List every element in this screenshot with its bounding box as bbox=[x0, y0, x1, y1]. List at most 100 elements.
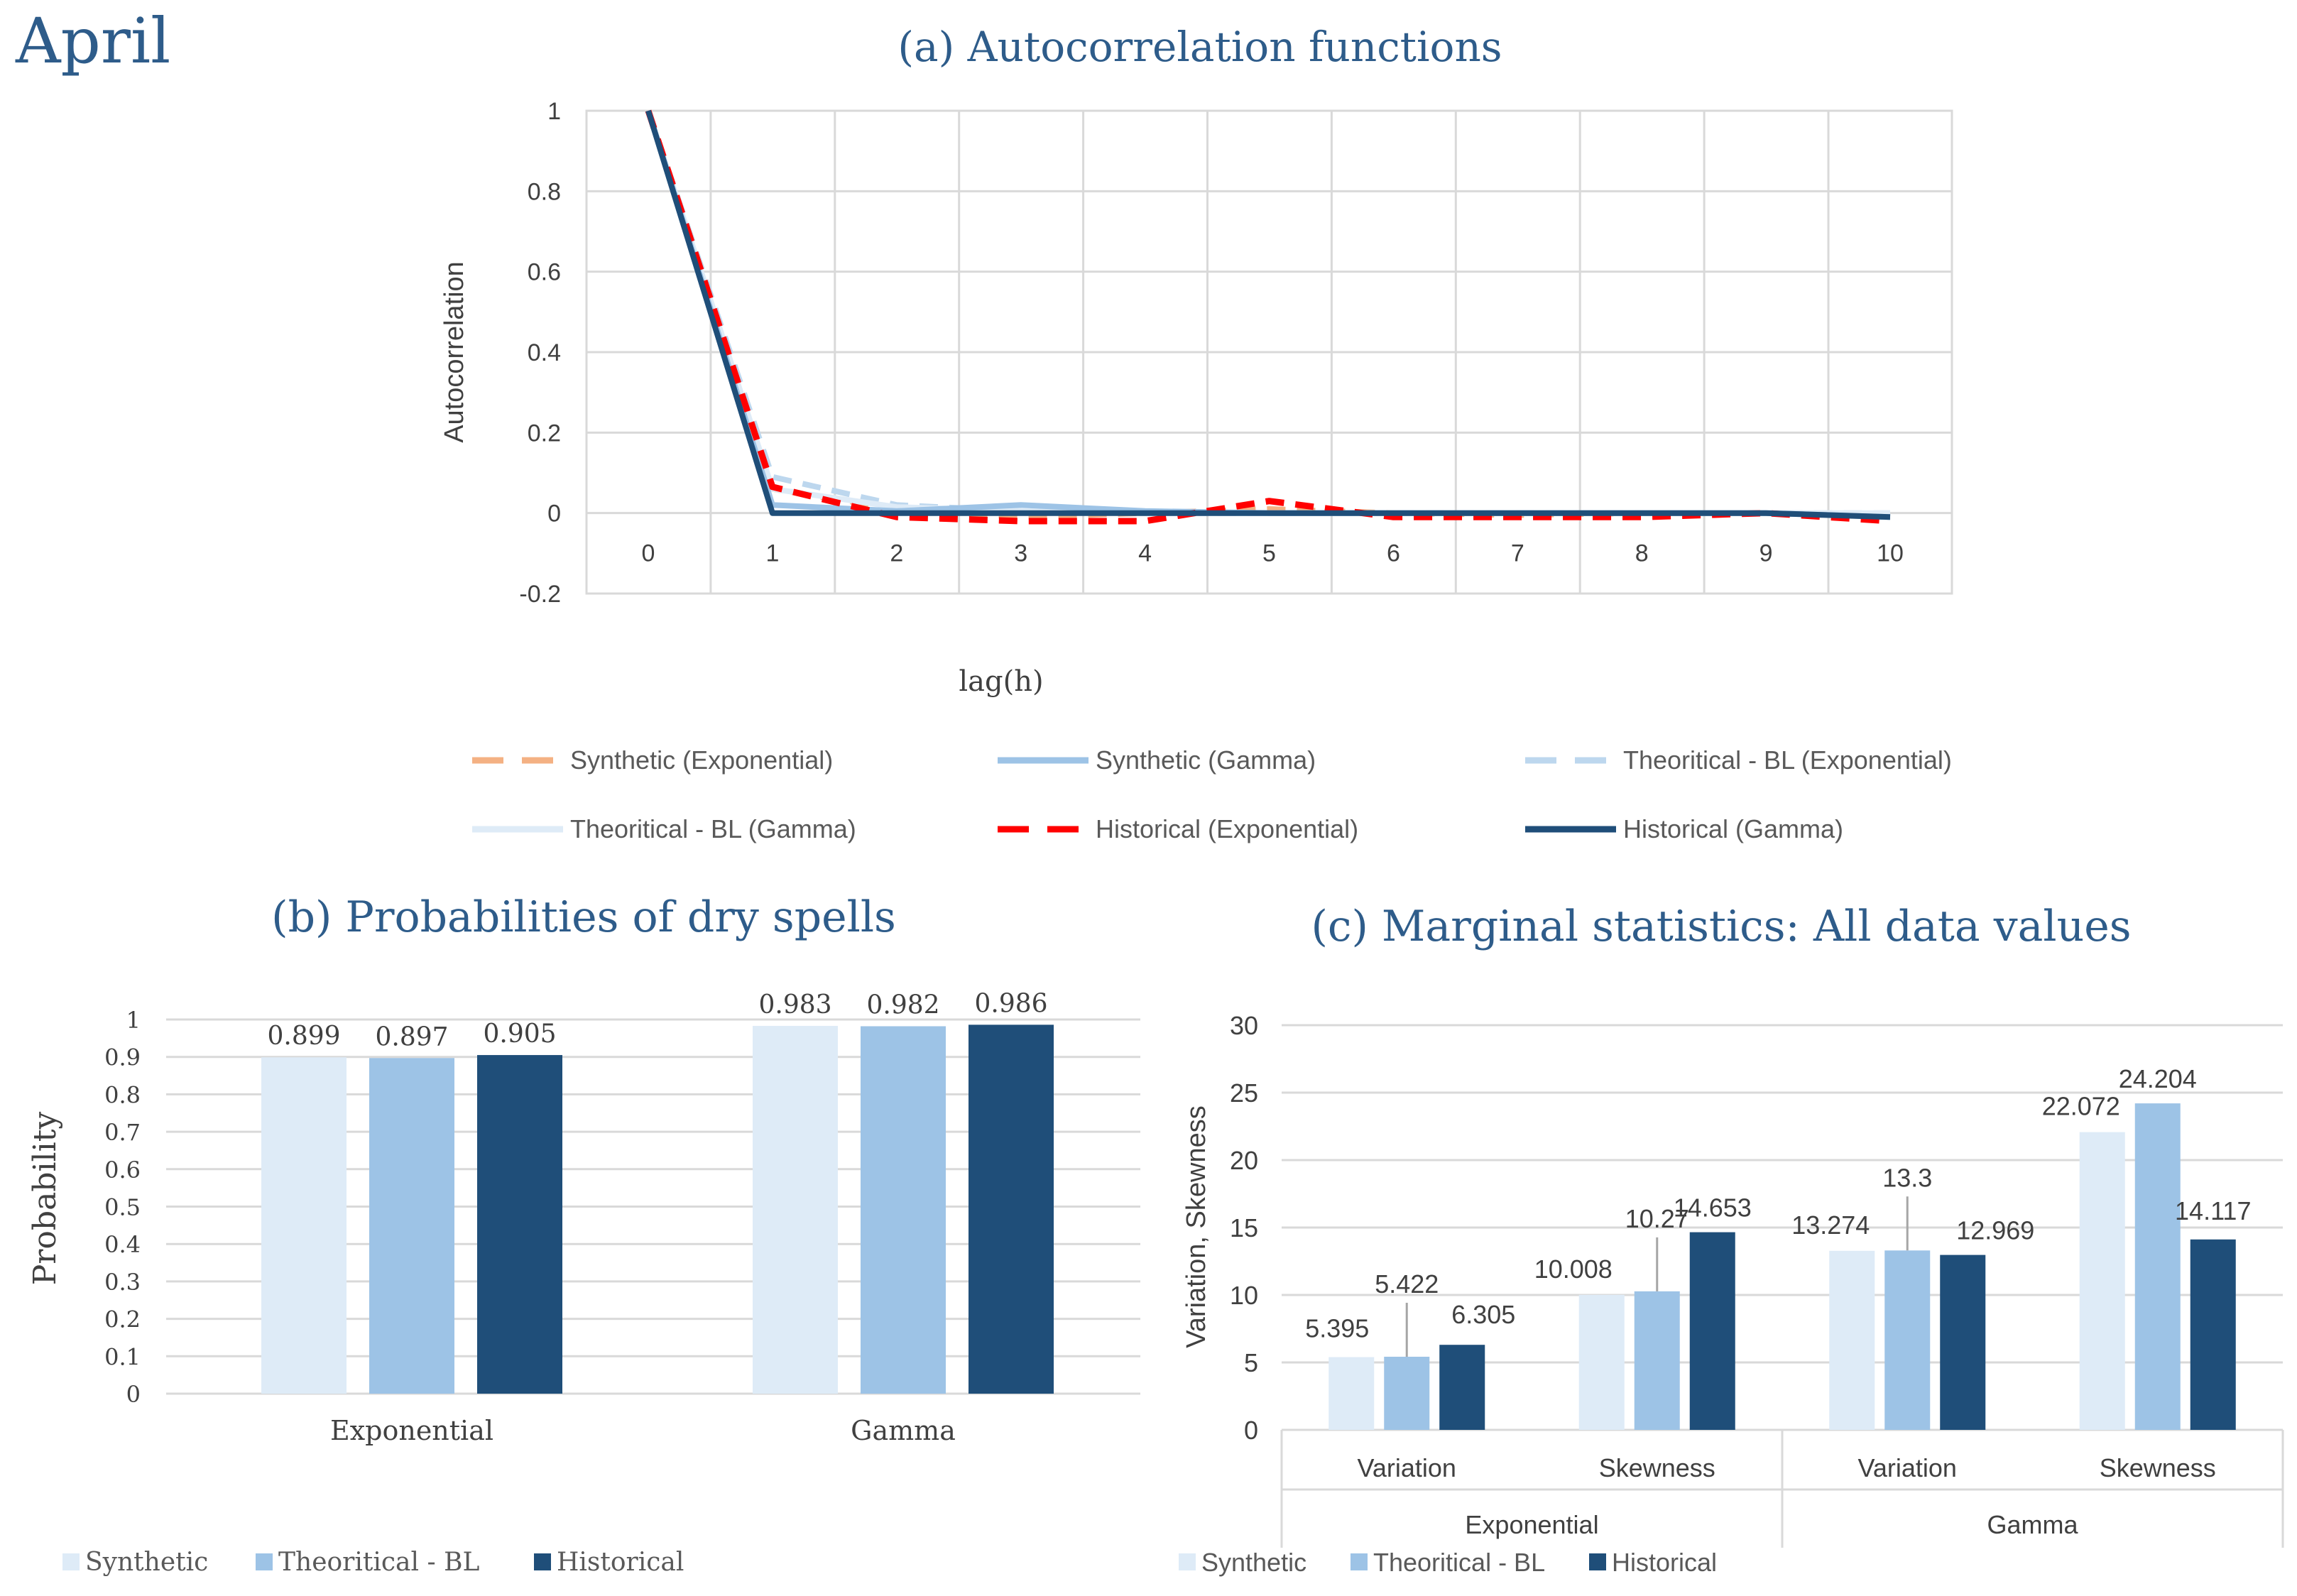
page-title: April bbox=[15, 4, 170, 77]
marg-ytick-label: 5 bbox=[1244, 1348, 1258, 1377]
marg-bar bbox=[2190, 1239, 2236, 1430]
acf-xtick-label: 7 bbox=[1511, 540, 1524, 567]
acf-ytick-label: 0.8 bbox=[528, 178, 561, 205]
acf-ytick-label: -0.2 bbox=[519, 581, 561, 608]
marg-bar bbox=[1384, 1356, 1430, 1430]
acf-legend-label: Historical (Exponential) bbox=[1096, 814, 1358, 843]
dry-ytick-label: 0.5 bbox=[104, 1194, 141, 1221]
acf-ytick-label: 0 bbox=[547, 501, 561, 528]
marg-bar bbox=[1689, 1232, 1735, 1430]
marg-group-label: Gamma bbox=[1987, 1510, 2078, 1539]
marg-data-label: 13.3 bbox=[1882, 1163, 1932, 1192]
marg-legend-label: Historical bbox=[1612, 1548, 1717, 1577]
dry-ytick-label: 0.6 bbox=[104, 1157, 141, 1184]
acf-xtick-label: 9 bbox=[1759, 540, 1773, 567]
marg-bar bbox=[1940, 1255, 1986, 1430]
marg-data-label: 22.072 bbox=[2042, 1092, 2120, 1121]
acf-xtick-label: 5 bbox=[1262, 540, 1276, 567]
dry-legend-swatch bbox=[534, 1553, 551, 1570]
acf-legend-label: Historical (Gamma) bbox=[1623, 814, 1843, 843]
marg-ytick-label: 30 bbox=[1230, 1011, 1258, 1040]
dry-title: (b) Probabilities of dry spells bbox=[271, 892, 896, 942]
acf-ytick-label: 0.4 bbox=[528, 339, 561, 366]
acf-ytick-label: 1 bbox=[547, 98, 561, 125]
marg-title: (c) Marginal statistics: All data values bbox=[1311, 902, 2131, 951]
dry-data-label: 0.982 bbox=[866, 990, 939, 1020]
marg-data-label: 10.27 bbox=[1625, 1204, 1689, 1233]
marg-data-label: 5.395 bbox=[1305, 1313, 1369, 1343]
marg-data-label: 14.653 bbox=[1674, 1193, 1752, 1223]
marginal-stats-chart: (c) Marginal statistics: All data values… bbox=[1179, 902, 2284, 1577]
dry-bar bbox=[753, 1025, 838, 1394]
acf-chart: (a) Autocorrelation functions -0.2 0 0.2 0.4… bbox=[440, 23, 1953, 843]
marg-data-label: 10.008 bbox=[1534, 1255, 1613, 1284]
dry-ytick-label: 0.1 bbox=[104, 1343, 141, 1370]
acf-x-axis-title: lag(h) bbox=[959, 665, 1043, 698]
marg-data-label: 24.204 bbox=[2119, 1064, 2197, 1093]
dry-data-label: 0.897 bbox=[375, 1022, 448, 1051]
acf-xtick-label: 1 bbox=[765, 540, 779, 567]
dry-ytick-label: 0.9 bbox=[104, 1044, 141, 1071]
dry-ytick-label: 0.2 bbox=[104, 1306, 141, 1333]
dry-ytick-label: 0.8 bbox=[104, 1081, 141, 1108]
marg-bar bbox=[1439, 1345, 1485, 1430]
dry-bar bbox=[969, 1024, 1054, 1394]
acf-title: (a) Autocorrelation functions bbox=[897, 23, 1502, 71]
dry-ytick-label: 0.3 bbox=[104, 1269, 141, 1296]
acf-xtick-label: 0 bbox=[642, 540, 655, 567]
marg-xtick-label: Skewness bbox=[2100, 1453, 2216, 1482]
marg-data-label: 6.305 bbox=[1451, 1300, 1515, 1329]
dry-legend-label: Theoritical - BL bbox=[278, 1548, 480, 1577]
dry-bar bbox=[861, 1026, 946, 1394]
dry-bar bbox=[477, 1055, 562, 1394]
marg-data-label: 14.117 bbox=[2175, 1196, 2251, 1225]
marg-y-axis-title: Variation, Skewness bbox=[1182, 1105, 1211, 1348]
dry-bar bbox=[369, 1058, 454, 1394]
dry-data-label: 0.983 bbox=[758, 990, 831, 1020]
marg-data-label: 13.274 bbox=[1791, 1210, 1870, 1240]
acf-xtick-label: 10 bbox=[1877, 540, 1904, 567]
dry-xtick-label: Gamma bbox=[851, 1415, 956, 1446]
dry-legend-swatch bbox=[256, 1553, 273, 1570]
marg-ytick-label: 15 bbox=[1230, 1213, 1258, 1242]
marg-xtick-label: Variation bbox=[1858, 1453, 1957, 1482]
dry-data-label: 0.905 bbox=[483, 1020, 556, 1049]
marg-data-label: 5.422 bbox=[1375, 1269, 1439, 1299]
marg-data-label: 12.969 bbox=[1956, 1216, 2034, 1245]
acf-legend-label: Synthetic (Gamma) bbox=[1096, 745, 1316, 775]
acf-y-axis-title: Autocorrelation bbox=[440, 261, 469, 443]
acf-ytick-label: 0.6 bbox=[528, 259, 561, 286]
acf-xtick-label: 3 bbox=[1014, 540, 1027, 567]
acf-xtick-label: 8 bbox=[1635, 540, 1649, 567]
marg-ytick-label: 0 bbox=[1244, 1416, 1258, 1445]
acf-xtick-label: 2 bbox=[890, 540, 903, 567]
marg-bar bbox=[2134, 1103, 2181, 1430]
acf-legend-label: Theoritical - BL (Exponential) bbox=[1623, 745, 1952, 775]
dry-legend-label: Historical bbox=[557, 1548, 684, 1577]
marg-legend-swatch bbox=[1179, 1553, 1196, 1570]
marg-legend-swatch bbox=[1351, 1553, 1368, 1570]
marg-legend-label: Synthetic bbox=[1201, 1548, 1306, 1577]
acf-xtick-label: 6 bbox=[1387, 540, 1400, 567]
dry-y-axis-title: Probability bbox=[27, 1112, 63, 1286]
marg-bar bbox=[1829, 1250, 1875, 1430]
dry-spells-chart: (b) Probabilities of dry spells 0 0.1 0.2 0.… bbox=[27, 892, 1140, 1577]
dry-legend-swatch bbox=[62, 1553, 80, 1570]
acf-series-line bbox=[645, 109, 1891, 520]
marg-legend-label: Theoritical - BL bbox=[1373, 1548, 1545, 1577]
marg-group-label: Exponential bbox=[1465, 1510, 1598, 1539]
dry-legend-label: Synthetic bbox=[85, 1548, 208, 1577]
dry-ytick-label: 0.4 bbox=[104, 1231, 141, 1258]
marg-ytick-label: 10 bbox=[1230, 1281, 1258, 1310]
marg-xtick-label: Skewness bbox=[1599, 1453, 1715, 1482]
marg-xtick-label: Variation bbox=[1358, 1453, 1456, 1482]
marg-ytick-label: 20 bbox=[1230, 1146, 1258, 1175]
dry-xtick-label: Exponential bbox=[330, 1415, 493, 1446]
dry-ytick-label: 0.7 bbox=[104, 1119, 141, 1146]
acf-legend-label: Synthetic (Exponential) bbox=[570, 745, 833, 775]
marg-bar bbox=[1578, 1294, 1625, 1430]
dry-data-label: 0.986 bbox=[974, 989, 1047, 1018]
marg-ytick-label: 25 bbox=[1230, 1078, 1258, 1108]
marg-bar bbox=[1328, 1357, 1375, 1430]
